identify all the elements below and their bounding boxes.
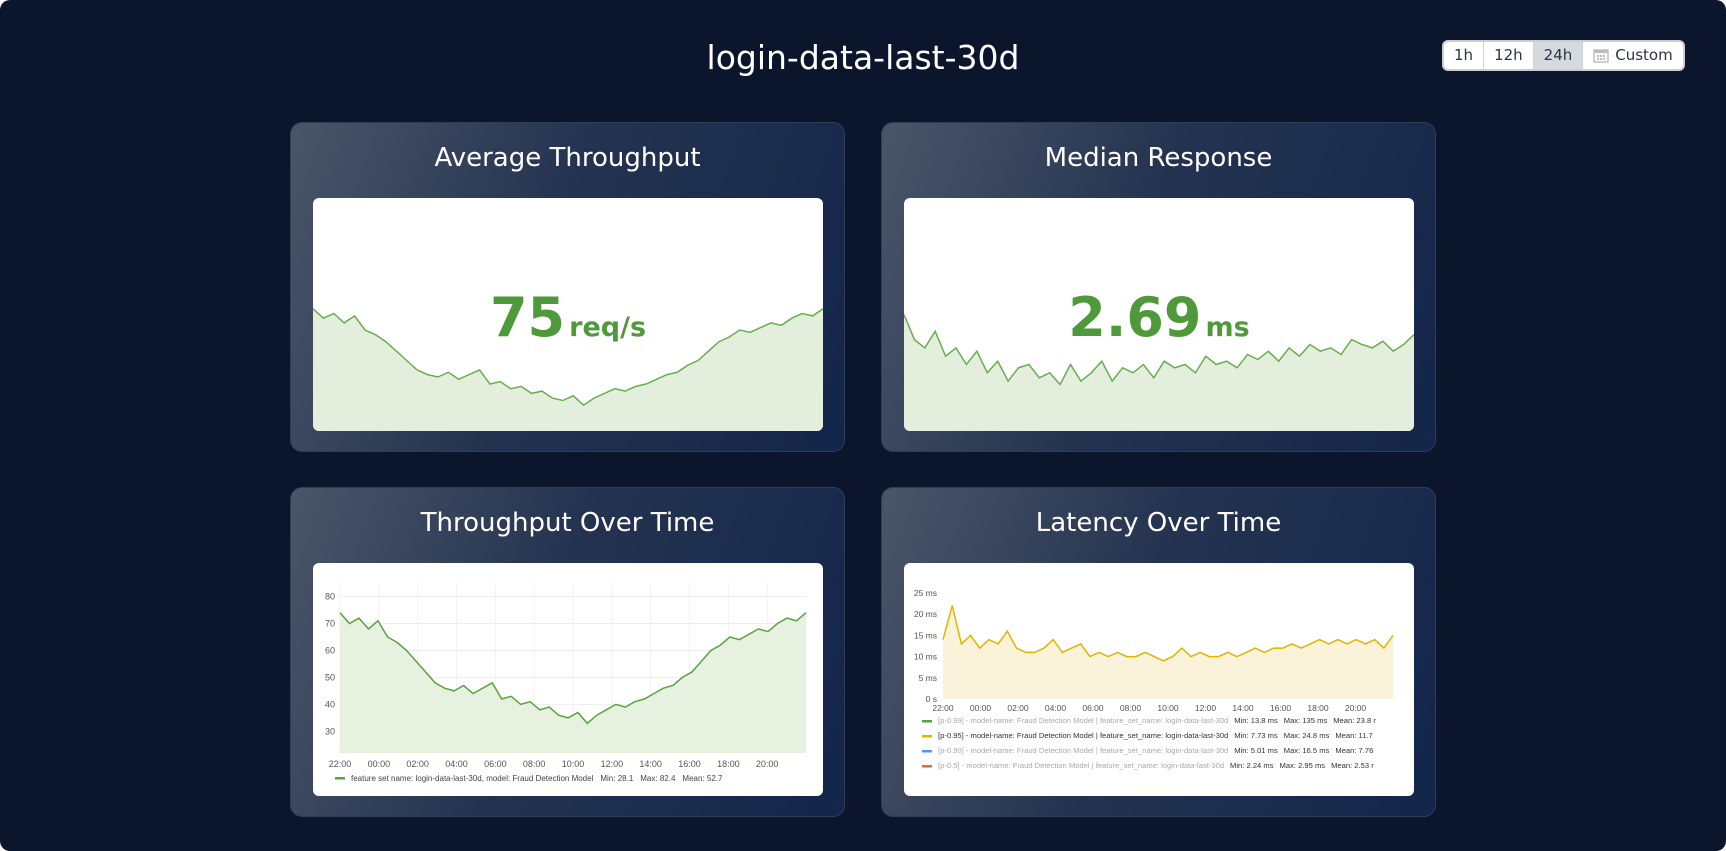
x-tick-label: 18:00 — [717, 759, 740, 769]
legend-entry: [p-0.90] - model-name: Fraud Detection M… — [938, 746, 1373, 755]
y-tick-label: 25 ms — [914, 588, 937, 598]
x-tick-label: 02:00 — [406, 759, 429, 769]
x-tick-label: 00:00 — [368, 759, 391, 769]
x-tick-label: 20:00 — [756, 759, 779, 769]
median-response-card: Median Response 2.69 ms — [881, 122, 1436, 452]
throughput-over-time-card: Throughput Over Time 30 40 50 60 70 80 22:00 00… — [290, 487, 845, 817]
legend-entry: [p-0.99] - model-name: Fraud Detection M… — [938, 716, 1376, 725]
x-tick-label: 22:00 — [329, 759, 352, 769]
p95-series-area — [943, 605, 1393, 699]
range-custom-button[interactable]: Custom — [1583, 42, 1682, 69]
stat-panel: 75 req/s — [313, 198, 823, 431]
y-tick-label: 10 ms — [914, 652, 937, 662]
stat-unit: ms — [1205, 312, 1250, 343]
x-tick-label: 10:00 — [562, 759, 585, 769]
stat-value: 2.69 — [1068, 286, 1202, 349]
latency-over-time-card: Latency Over Time 0 s 5 ms 10 ms 15 ms 20 ms… — [881, 487, 1436, 817]
x-tick-label: 14:00 — [639, 759, 662, 769]
legend-swatch — [922, 735, 932, 738]
throughput-sparkline-line — [313, 308, 823, 407]
x-tick-label: 04:00 — [445, 759, 468, 769]
legend-entry: [p-0.95] - model-name: Fraud Detection M… — [938, 731, 1373, 740]
x-tick-label: 00:00 — [970, 703, 992, 713]
x-tick-label: 16:00 — [1270, 703, 1292, 713]
range-1h-button[interactable]: 1h — [1444, 42, 1485, 69]
stat-unit: req/s — [569, 312, 647, 343]
x-tick-label: 12:00 — [601, 759, 624, 769]
x-tick-label: 08:00 — [523, 759, 546, 769]
card-title: Throughput Over Time — [420, 508, 715, 538]
range-12h-button[interactable]: 12h — [1484, 42, 1534, 69]
card-title: Latency Over Time — [1035, 508, 1282, 538]
response-sparkline — [904, 314, 1414, 431]
stat-value: 75 — [489, 286, 566, 349]
range-24h-button[interactable]: 24h — [1533, 42, 1584, 69]
x-tick-label: 08:00 — [1120, 703, 1142, 713]
chart-panel: 30 40 50 60 70 80 22:00 00:00 02:00 04:00 06:00 08:… — [313, 563, 823, 796]
y-tick-label: 0 s — [926, 694, 937, 704]
x-tick-label: 06:00 — [484, 759, 507, 769]
legend-swatch — [335, 777, 345, 780]
latency-chart: 0 s 5 ms 10 ms 15 ms 20 ms 25 ms 22:00 00:00 02:… — [914, 588, 1394, 770]
p95-series-line — [942, 605, 1394, 662]
throughput-sparkline — [313, 308, 823, 431]
calendar-icon — [1593, 49, 1609, 63]
throughput-chart: 30 40 50 60 70 80 22:00 00:00 02:00 04:00 06:00 08:… — [325, 583, 807, 783]
y-tick-label: 70 — [325, 618, 335, 628]
x-tick-label: 14:00 — [1232, 703, 1254, 713]
y-tick-label: 50 — [325, 672, 335, 682]
legend-entry: feature set name: login-data-last-30d, m… — [351, 774, 723, 783]
response-sparkline-line — [904, 314, 1414, 386]
card-title: Median Response — [1044, 143, 1273, 173]
chart-panel: 0 s 5 ms 10 ms 15 ms 20 ms 25 ms 22:00 00:00 02:… — [904, 563, 1414, 796]
average-throughput-card: Average Throughput 75 req/s — [290, 122, 845, 452]
y-tick-label: 15 ms — [914, 630, 937, 640]
x-tick-label: 18:00 — [1307, 703, 1329, 713]
legend-swatch — [922, 720, 932, 723]
throughput-series-line — [339, 612, 807, 725]
y-tick-label: 30 — [325, 726, 335, 736]
custom-label: Custom — [1615, 46, 1673, 64]
legend-swatch — [922, 765, 932, 768]
x-tick-label: 20:00 — [1345, 703, 1367, 713]
throughput-sparkline-area — [313, 308, 823, 431]
y-tick-label: 60 — [325, 645, 335, 655]
throughput-series-area — [340, 612, 806, 753]
y-tick-label: 80 — [325, 591, 335, 601]
stat-panel: 2.69 ms — [904, 198, 1414, 431]
x-tick-label: 02:00 — [1007, 703, 1029, 713]
x-tick-label: 16:00 — [678, 759, 701, 769]
y-tick-label: 20 ms — [914, 609, 937, 619]
x-tick-label: 10:00 — [1157, 703, 1179, 713]
x-tick-label: 06:00 — [1082, 703, 1104, 713]
legend-swatch — [922, 750, 932, 753]
x-tick-label: 12:00 — [1195, 703, 1217, 713]
y-tick-label: 5 ms — [919, 673, 937, 683]
response-sparkline-area — [904, 314, 1414, 431]
x-tick-label: 22:00 — [932, 703, 954, 713]
card-title: Average Throughput — [434, 143, 701, 173]
page-title: login-data-last-30d — [706, 38, 1020, 77]
time-range-picker: 1h 12h 24h Custom — [1442, 40, 1685, 71]
y-tick-label: 40 — [325, 699, 335, 709]
legend-entry: [p-0.5] - model-name: Fraud Detection Mo… — [938, 761, 1374, 770]
x-tick-label: 04:00 — [1045, 703, 1067, 713]
